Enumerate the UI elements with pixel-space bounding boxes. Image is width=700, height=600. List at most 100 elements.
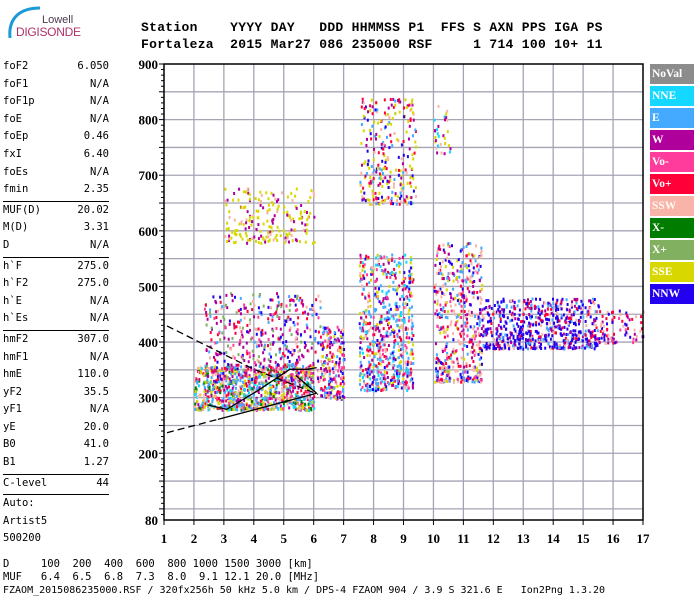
echo-point <box>216 309 219 313</box>
parameter-panel: foF2 6.050 foF1 N/A foF1p N/A foE N/A foEp 0.46 fx… <box>3 58 109 548</box>
echo-point <box>534 329 537 333</box>
echo-point <box>518 330 521 333</box>
echo-point <box>315 312 318 316</box>
echo-point <box>569 331 572 334</box>
echo-point <box>523 300 526 304</box>
echo-point <box>257 390 260 394</box>
echo-point <box>472 346 475 350</box>
echo-point <box>301 353 304 357</box>
echo-point <box>458 341 461 345</box>
echo-point <box>232 372 235 375</box>
echo-point <box>580 299 583 303</box>
echo-point <box>436 378 439 382</box>
echo-point <box>635 315 637 319</box>
echo-point <box>385 275 388 279</box>
echo-point <box>365 374 367 378</box>
echo-point <box>319 343 322 347</box>
echo-point <box>445 256 448 260</box>
echo-point <box>403 383 406 387</box>
echo-point <box>373 294 376 298</box>
echo-point <box>467 242 470 246</box>
echo-point <box>234 406 237 409</box>
echo-point <box>377 362 380 365</box>
echo-point <box>377 370 380 374</box>
echo-point <box>361 326 364 330</box>
echo-point <box>240 373 243 377</box>
echo-point <box>325 356 328 360</box>
echo-point <box>295 372 298 376</box>
echo-point <box>440 373 443 376</box>
echo-point <box>272 217 275 221</box>
echo-point <box>241 408 244 412</box>
echo-point <box>343 395 346 399</box>
echo-point <box>309 385 312 389</box>
echo-point <box>216 370 219 374</box>
echo-point <box>409 378 412 382</box>
legend-item: NoVal <box>650 64 694 84</box>
echo-point <box>324 339 327 343</box>
echo-point <box>447 272 450 275</box>
echo-point <box>248 387 251 391</box>
echo-point <box>342 327 345 331</box>
echo-point <box>237 373 240 377</box>
echo-point <box>452 309 455 313</box>
echo-point <box>500 300 503 304</box>
echo-point <box>311 374 314 378</box>
echo-point <box>439 380 442 384</box>
echo-point <box>272 385 275 388</box>
echo-point <box>255 228 258 232</box>
echo-point <box>456 320 459 323</box>
echo-point <box>380 314 383 318</box>
echo-point <box>397 382 400 386</box>
echo-point <box>496 329 499 333</box>
echo-point <box>415 145 418 149</box>
echo-point <box>458 275 461 279</box>
echo-point <box>412 177 415 181</box>
echo-point <box>359 351 362 355</box>
echo-point <box>272 395 275 399</box>
echo-point <box>306 211 308 214</box>
echo-point <box>250 389 253 393</box>
echo-point <box>279 396 282 400</box>
echo-point <box>263 381 265 385</box>
echo-point <box>633 332 636 336</box>
echo-point <box>303 330 306 334</box>
echo-point <box>248 351 251 355</box>
echo-point <box>333 341 336 345</box>
echo-point <box>540 324 542 328</box>
echo-point <box>240 408 243 412</box>
echo-point <box>362 323 365 326</box>
echo-point <box>377 151 380 155</box>
echo-point <box>435 342 437 346</box>
echo-point <box>554 303 557 307</box>
echo-point <box>245 218 248 222</box>
echo-point <box>323 328 326 332</box>
echo-point <box>560 301 563 305</box>
echo-point <box>377 163 380 167</box>
param-name: h`F <box>3 259 22 272</box>
echo-point <box>377 381 380 385</box>
echo-point <box>231 389 234 393</box>
echo-point <box>579 330 582 334</box>
echo-point <box>288 232 291 236</box>
echo-point <box>213 394 216 398</box>
echo-point <box>402 277 405 281</box>
echo-point <box>217 377 219 381</box>
echo-point <box>275 327 278 330</box>
echo-point <box>370 270 373 274</box>
logo-arc-icon <box>8 6 41 39</box>
echo-point <box>555 325 558 329</box>
echo-point <box>249 406 252 410</box>
echo-point <box>385 295 388 299</box>
echo-point <box>288 308 291 312</box>
echo-point <box>402 140 405 143</box>
echo-point <box>547 302 550 306</box>
echo-point <box>204 303 207 307</box>
echo-point <box>469 275 472 279</box>
echo-point <box>217 402 220 406</box>
echo-point <box>366 348 369 352</box>
echo-point <box>469 259 472 263</box>
echo-point <box>395 301 398 305</box>
echo-point <box>479 311 482 315</box>
echo-point <box>332 395 335 399</box>
